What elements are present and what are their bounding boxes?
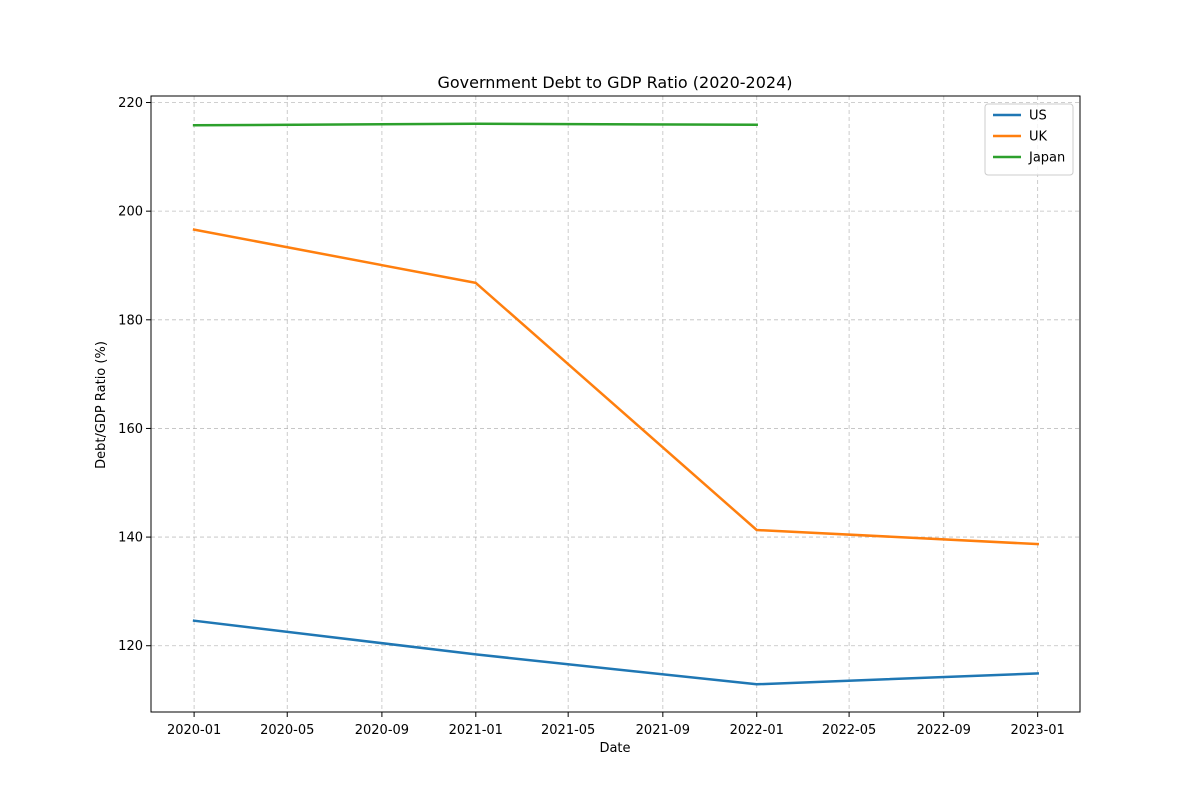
y-tick-label: 140 bbox=[118, 531, 143, 546]
x-tick-label: 2022-01 bbox=[730, 723, 784, 738]
x-tick-label: 2021-05 bbox=[541, 723, 595, 738]
plot-area-frame bbox=[150, 95, 1081, 713]
y-tick-label: 200 bbox=[118, 205, 143, 220]
y-tick-label: 180 bbox=[118, 313, 143, 328]
x-tick-label: 2022-09 bbox=[917, 723, 971, 738]
x-tick-label: 2020-05 bbox=[260, 723, 314, 738]
y-tick-label: 120 bbox=[118, 639, 143, 654]
legend-label-us: US bbox=[1029, 109, 1047, 124]
y-axis: 120 140 160 180 200 220 bbox=[118, 96, 151, 654]
y-tick-label: 160 bbox=[118, 422, 143, 437]
x-tick-label: 2021-01 bbox=[449, 723, 503, 738]
x-tick-label: 2021-09 bbox=[636, 723, 690, 738]
legend: US UK Japan bbox=[984, 103, 1074, 176]
grid bbox=[151, 96, 1080, 712]
series-line-uk bbox=[192, 228, 1040, 546]
x-axis-label: Date bbox=[599, 741, 630, 756]
series-line-japan bbox=[192, 122, 758, 127]
x-axis: 2020-01 2020-05 2020-09 2021-01 2021-05 2021-… bbox=[167, 712, 1065, 738]
x-tick-label: 2020-01 bbox=[167, 723, 221, 738]
x-tick-label: 2023-01 bbox=[1011, 723, 1065, 738]
x-tick-label: 2020-09 bbox=[355, 723, 409, 738]
series-line-us bbox=[192, 619, 1039, 686]
x-tick-label: 2022-05 bbox=[822, 723, 876, 738]
series-lines bbox=[192, 122, 1040, 686]
legend-label-uk: UK bbox=[1029, 130, 1048, 145]
y-tick-label: 220 bbox=[118, 96, 143, 111]
chart-title: Government Debt to GDP Ratio (2020-2024) bbox=[437, 73, 792, 92]
y-axis-label: Debt/GDP Ratio (%) bbox=[94, 341, 109, 469]
legend-label-japan: Japan bbox=[1028, 151, 1065, 166]
